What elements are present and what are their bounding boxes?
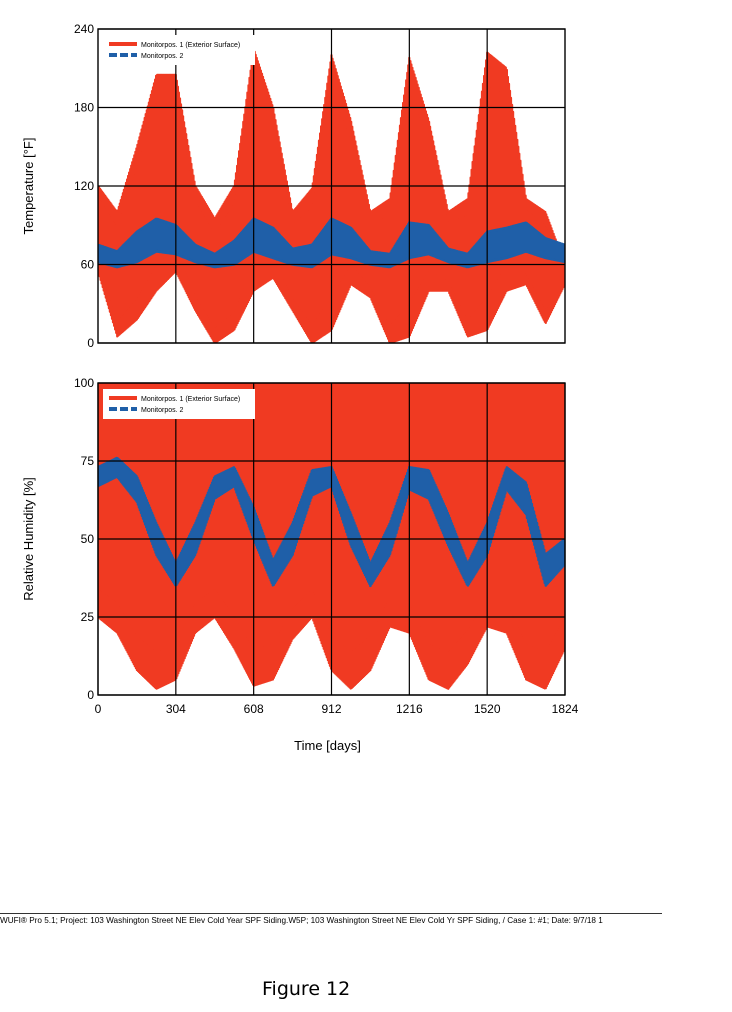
x-tick-label: 0 [95,702,102,716]
x-tick-label: 304 [166,702,186,716]
y-tick-label: 100 [74,376,94,390]
x-tick-label: 608 [244,702,264,716]
figure-caption: Figure 12 [262,978,351,1000]
y-axis-label: Relative Humidity [%] [21,477,36,601]
y-tick-label: 60 [81,258,95,272]
y-tick-label: 240 [74,22,94,36]
legend-label: Monitorpos. 2 [141,53,184,60]
x-axis-label: Time [days] [294,738,361,753]
plot-frame [97,28,566,344]
chart-panel-2: 0 25 50 75 100 0 304 608 912 1216 1520 1824 Time [da… [21,376,579,753]
legend-label: Monitorpos. 1 (Exterior Surface) [141,396,240,403]
x-tick-label: 1216 [396,702,423,716]
y-tick-label: 0 [87,688,94,702]
y-axis-label: Temperature [°F] [21,138,36,235]
series-2-band [98,459,565,585]
legend-box [103,389,255,419]
footer-text: WUFI® Pro 5.1; Project: 103 Washington S… [0,916,603,925]
y-tick-label: 120 [74,179,94,193]
chart-panel-1: 0 60 120 180 240 Temperature [°F] Monitorpos. … [21,22,566,350]
y-tick-label: 25 [81,610,95,624]
y-tick-label: 75 [81,454,95,468]
legend-label: Monitorpos. 2 [141,407,184,414]
y-tick-label: 0 [87,336,94,350]
legend-label: Monitorpos. 1 (Exterior Surface) [141,42,240,49]
footer-divider [0,913,662,914]
x-tick-label: 1824 [552,702,579,716]
y-tick-label: 50 [81,532,95,546]
legend-box [103,35,255,65]
x-tick-label: 912 [321,702,341,716]
x-tick-label: 1520 [474,702,501,716]
y-tick-label: 180 [74,101,94,115]
plot-frame [97,382,566,696]
